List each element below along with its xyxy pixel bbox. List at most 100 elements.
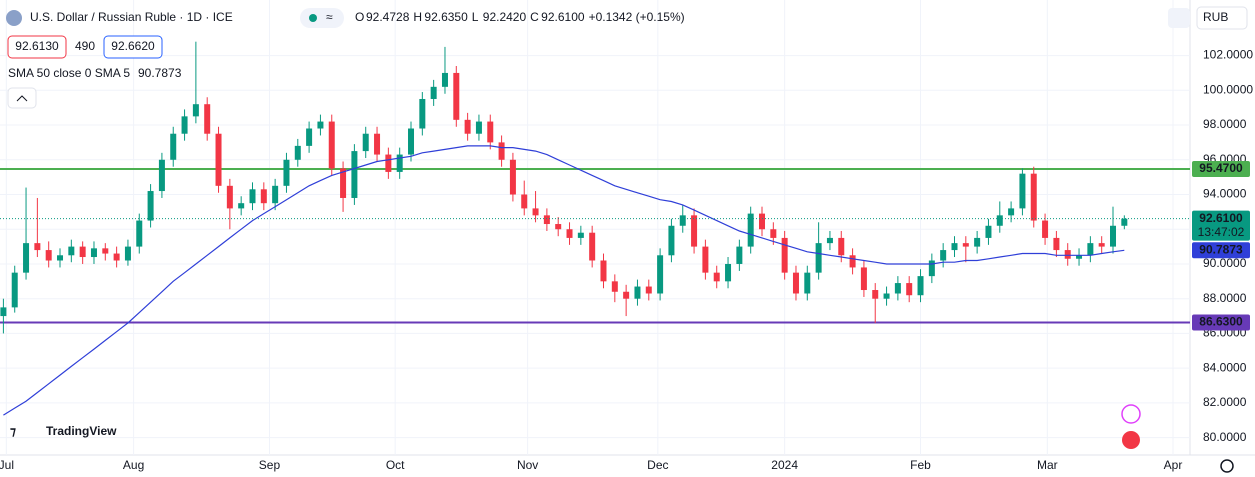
- candle-body: [249, 189, 256, 204]
- candle-body: [136, 220, 143, 247]
- line-badge-text: 86.6300: [1199, 315, 1243, 329]
- candle-body: [385, 154, 392, 172]
- candle-body: [600, 260, 607, 282]
- candle-body: [464, 119, 471, 134]
- candle-body: [362, 133, 369, 152]
- candle-body: [90, 248, 97, 258]
- candle-body: [1030, 173, 1037, 221]
- candle-body: [838, 237, 845, 256]
- collapse-icon: [16, 95, 28, 102]
- candle-body: [23, 243, 30, 273]
- candle-body: [238, 203, 245, 209]
- title: U.S. Dollar / Russian Ruble · 1D · ICE: [30, 10, 233, 24]
- candle-body: [906, 283, 913, 296]
- candle-body: [589, 232, 596, 261]
- candle-body: [940, 250, 947, 261]
- candle-body: [657, 255, 664, 294]
- market-dot: [309, 14, 317, 22]
- candle-body: [34, 243, 41, 251]
- candle-body: [181, 116, 188, 134]
- x-tick-label: Nov: [517, 458, 538, 472]
- candle-body: [996, 215, 1003, 226]
- candle-body: [408, 128, 415, 155]
- flag: ≈: [326, 10, 333, 24]
- indicator-name: SMA 50 close 0 SMA 5: [8, 66, 130, 80]
- bid-box: [7, 35, 67, 59]
- candle-body: [215, 133, 222, 186]
- candle-body: [894, 283, 901, 294]
- candle-body: [294, 145, 301, 160]
- candle-body: [419, 98, 426, 129]
- indicator-value: 90.7873: [138, 66, 182, 80]
- y-tick-label: 102.0000: [1203, 48, 1253, 62]
- ohlc-value: 92.6100: [541, 10, 585, 24]
- ohlc-label: O: [355, 10, 364, 24]
- y-tick-label: 90.0000: [1203, 256, 1247, 270]
- x-tick-label: Jul: [0, 458, 14, 472]
- candle-body: [475, 121, 482, 134]
- candle-body: [441, 72, 448, 87]
- settings-icon[interactable]: [1220, 459, 1234, 473]
- y-tick-label: 88.0000: [1203, 291, 1247, 305]
- collapse-button[interactable]: [7, 87, 37, 109]
- candle-body: [1008, 208, 1015, 216]
- candle-body: [736, 246, 743, 264]
- candle-body: [1110, 225, 1117, 247]
- snapshot-button[interactable]: [1168, 8, 1190, 28]
- logo: TradingView: [46, 424, 117, 438]
- candle-body: [555, 224, 562, 230]
- candle-body: [192, 104, 199, 117]
- x-tick-label: Oct: [386, 458, 405, 472]
- x-tick-label: Aug: [123, 458, 144, 472]
- candle-body: [951, 243, 958, 251]
- candle-body: [498, 142, 505, 160]
- candle-body: [883, 293, 890, 299]
- candle-body: [860, 267, 867, 291]
- candle-body: [543, 215, 550, 225]
- alert-icon[interactable]: [1121, 404, 1141, 424]
- candle-body: [815, 243, 822, 273]
- x-tick-label: Dec: [647, 458, 668, 472]
- bid[interactable]: 92.6130: [15, 39, 59, 53]
- candle-body: [260, 189, 267, 204]
- sma-line: [3, 145, 1125, 416]
- candle-body: [668, 225, 675, 256]
- candle-body: [826, 237, 833, 244]
- ask[interactable]: 92.6620: [111, 39, 155, 53]
- candle-body: [577, 232, 584, 238]
- ohlc-label: L: [472, 10, 479, 24]
- y-tick-label: 100.0000: [1203, 82, 1253, 96]
- candle-body: [328, 121, 335, 169]
- candle-body: [1087, 243, 1094, 256]
- y-tick-label: 84.0000: [1203, 360, 1247, 374]
- candle-body: [204, 104, 211, 134]
- flag-icon[interactable]: [1122, 431, 1140, 449]
- candle-body: [1042, 220, 1049, 238]
- candle-body: [158, 159, 165, 192]
- currency: RUB: [1203, 10, 1228, 24]
- candle-body: [623, 291, 630, 299]
- symbol-icon: [6, 10, 22, 26]
- line-badge-text: 95.4700: [1199, 161, 1243, 175]
- currency-box[interactable]: [1196, 6, 1248, 30]
- candle-body: [317, 121, 324, 129]
- candle-body: [1053, 237, 1060, 251]
- candle-body: [272, 185, 279, 204]
- candle-body: [917, 276, 924, 296]
- candle-body: [124, 246, 131, 261]
- change: +0.1342 (+0.15%): [589, 10, 685, 24]
- sma-badge-text: 90.7873: [1199, 242, 1243, 256]
- ohlc-value: 92.6350: [424, 10, 468, 24]
- candle-body: [974, 237, 981, 247]
- price-badge-text: 92.6100: [1199, 211, 1243, 225]
- candle-body: [770, 229, 777, 238]
- candle-body: [702, 246, 709, 273]
- candle-body: [306, 128, 313, 146]
- candle-body: [532, 208, 539, 216]
- candle-body: [170, 133, 177, 160]
- candle-body: [1064, 250, 1071, 259]
- candle-body: [487, 121, 494, 143]
- candle-body: [430, 86, 437, 99]
- candle-body: [45, 250, 52, 261]
